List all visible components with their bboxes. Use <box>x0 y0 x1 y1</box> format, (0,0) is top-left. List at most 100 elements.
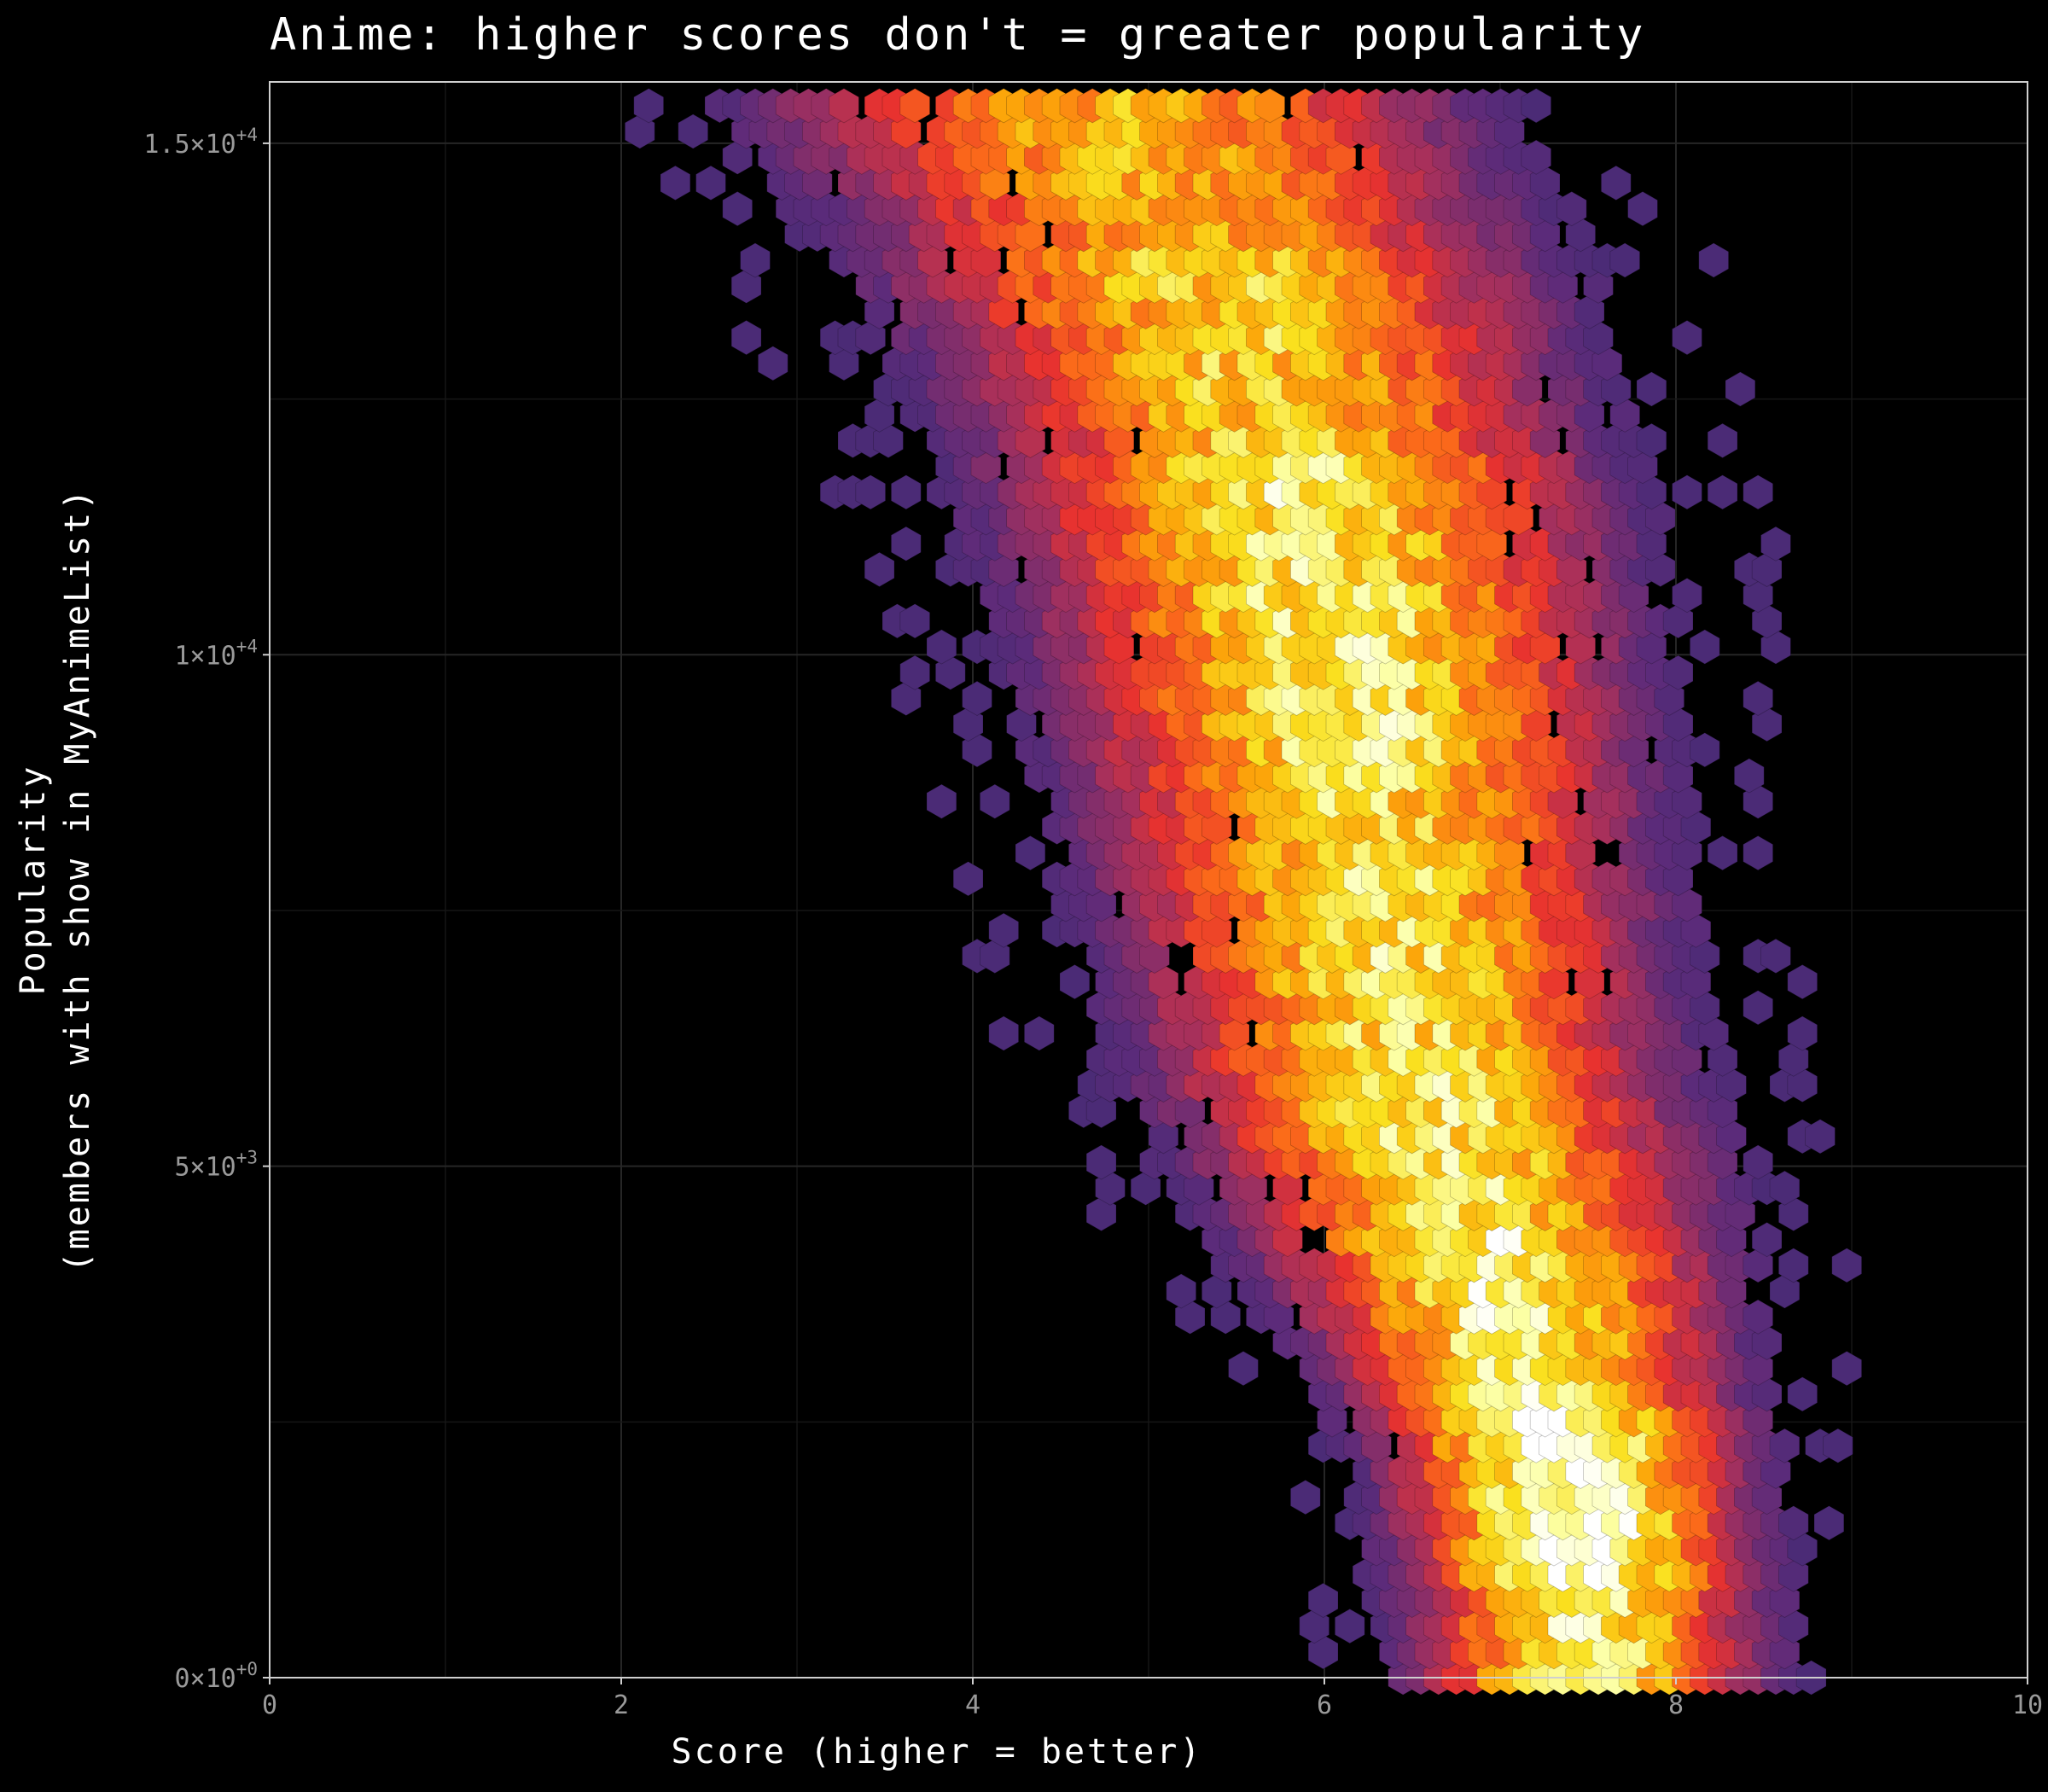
hexbin-cell <box>1769 1634 1801 1670</box>
hexbin-cell <box>1609 397 1640 433</box>
hexbin-cell <box>1166 1273 1196 1309</box>
hexbin-cell <box>1539 964 1569 1000</box>
hexbin-cell <box>952 861 984 897</box>
hexbin-cell <box>1672 835 1702 871</box>
hexbin-cell <box>1059 964 1091 1000</box>
hexbin-cell <box>899 603 930 639</box>
hexbin-cell <box>1777 1248 1809 1283</box>
hexbin-cell <box>1139 938 1170 974</box>
hexbin-cell <box>1601 165 1632 201</box>
hexbin-cell <box>1751 1376 1783 1412</box>
hexbin-cell <box>1716 1273 1747 1309</box>
hexbin-cell <box>1690 629 1720 665</box>
y-tick-label: 1×10+4 <box>174 636 258 671</box>
hexbin-cell <box>988 912 1019 948</box>
hexbin-cell <box>1210 1299 1241 1335</box>
hexbin-cell <box>1521 139 1551 175</box>
hexbin-cell <box>1174 1093 1206 1129</box>
hexbin-cell <box>1743 783 1774 819</box>
hexbin-cell <box>1085 887 1117 922</box>
hexbin-cell <box>1174 1299 1206 1335</box>
hexbin-cell <box>1751 1222 1783 1258</box>
hexbin-cell <box>1698 242 1729 278</box>
hexbin-cell <box>891 526 922 561</box>
hexbin-cell <box>1290 1480 1321 1516</box>
hexbin-cell <box>1529 165 1561 201</box>
hexbin-cell <box>1743 1402 1774 1438</box>
hexbin-cell <box>1565 629 1596 665</box>
hexbin-cell <box>1743 990 1774 1026</box>
hexbin-cell <box>1201 809 1232 845</box>
hexbin-cell <box>660 165 691 201</box>
hexbin-cell <box>1148 964 1179 1000</box>
hexbin-cell <box>1716 1119 1747 1155</box>
hexbin-cell <box>1556 191 1587 227</box>
x-tick-label: 4 <box>965 1690 980 1720</box>
hexbin-cell <box>1769 1273 1801 1309</box>
hexbin-cell <box>1627 191 1658 227</box>
hexbin-cell <box>1672 887 1702 922</box>
hexbin-cell <box>1743 680 1774 716</box>
hexbin-cell <box>1565 217 1596 253</box>
hexbin-cell <box>1601 371 1632 407</box>
hexbin-cell <box>740 242 771 278</box>
hexbin-cell <box>1645 551 1676 587</box>
hexbin-cell <box>1662 861 1694 897</box>
hexbin-cell <box>722 191 753 227</box>
hexbin-cell <box>1476 474 1507 510</box>
hexbin-cell <box>722 139 753 175</box>
hexbin-cell <box>1777 1556 1809 1592</box>
hexbin-cell <box>970 449 1002 485</box>
hexbin-cell <box>962 732 992 768</box>
hexbin-cell <box>730 320 762 356</box>
hexbin-cell <box>1583 320 1614 356</box>
y-axis-ticks: 0×10+0 5×10+3 1×10+4 1.5×10+4 <box>143 125 270 1694</box>
hexbin-cell <box>1317 1402 1347 1438</box>
hexbin-cell <box>1743 474 1774 510</box>
hexbin-cell <box>1130 1170 1161 1206</box>
hexbin-cell <box>1662 707 1694 742</box>
hexbin-cell <box>1335 1609 1365 1644</box>
hexbin-cell <box>1521 707 1551 742</box>
hexbin-cell <box>864 397 895 433</box>
hexbin-cell <box>1680 809 1712 845</box>
hexbin-cell <box>1743 1248 1774 1283</box>
hexbin-cell <box>758 346 788 381</box>
hexbin-cell <box>1777 1196 1809 1231</box>
hexbin-cell <box>1236 1170 1268 1206</box>
hexbin-cell <box>988 294 1019 329</box>
hexbin-cell <box>1777 1505 1809 1541</box>
hexbin-cell <box>1015 835 1046 871</box>
hexbin-cell <box>1743 1299 1774 1335</box>
hexbin-cell <box>1201 912 1232 948</box>
panel-border <box>269 81 2028 1679</box>
hexbin-cell <box>1672 320 1702 356</box>
hexbin-cell <box>678 113 708 149</box>
hexbin-cell <box>1707 1144 1738 1180</box>
hexbin-cell <box>1725 371 1756 407</box>
hexbin-cell <box>1690 732 1720 768</box>
hexbin-cell <box>1583 268 1614 304</box>
x-tick-label: 10 <box>2012 1690 2043 1720</box>
hexbin-cell <box>1751 551 1783 587</box>
hexbin-cell <box>1672 578 1702 614</box>
hexbin-cell <box>802 165 833 201</box>
hexbin-cell <box>1777 1609 1809 1644</box>
hexbin-cell <box>730 268 762 304</box>
hexbin-cell <box>1662 603 1694 639</box>
hexbin-cell <box>980 165 1010 201</box>
hexbin-cell <box>970 242 1002 278</box>
hexbin-cell <box>926 629 957 665</box>
hexbin-cell <box>1734 758 1765 794</box>
y-tick-label: 0×10+0 <box>174 1659 258 1694</box>
hexbin-cell <box>1219 1015 1250 1051</box>
hexbin-cell <box>988 1015 1019 1051</box>
hexbin-cell <box>1690 938 1720 974</box>
hexbin-cell <box>1725 1196 1756 1231</box>
hexbin-cell <box>1272 1222 1303 1258</box>
hexbin-cell <box>1085 1093 1117 1129</box>
hexbin-cell <box>1574 964 1605 1000</box>
hexbin-cell <box>1494 113 1525 149</box>
hexbin-cell <box>899 88 930 124</box>
hexbin-cell <box>855 474 886 510</box>
